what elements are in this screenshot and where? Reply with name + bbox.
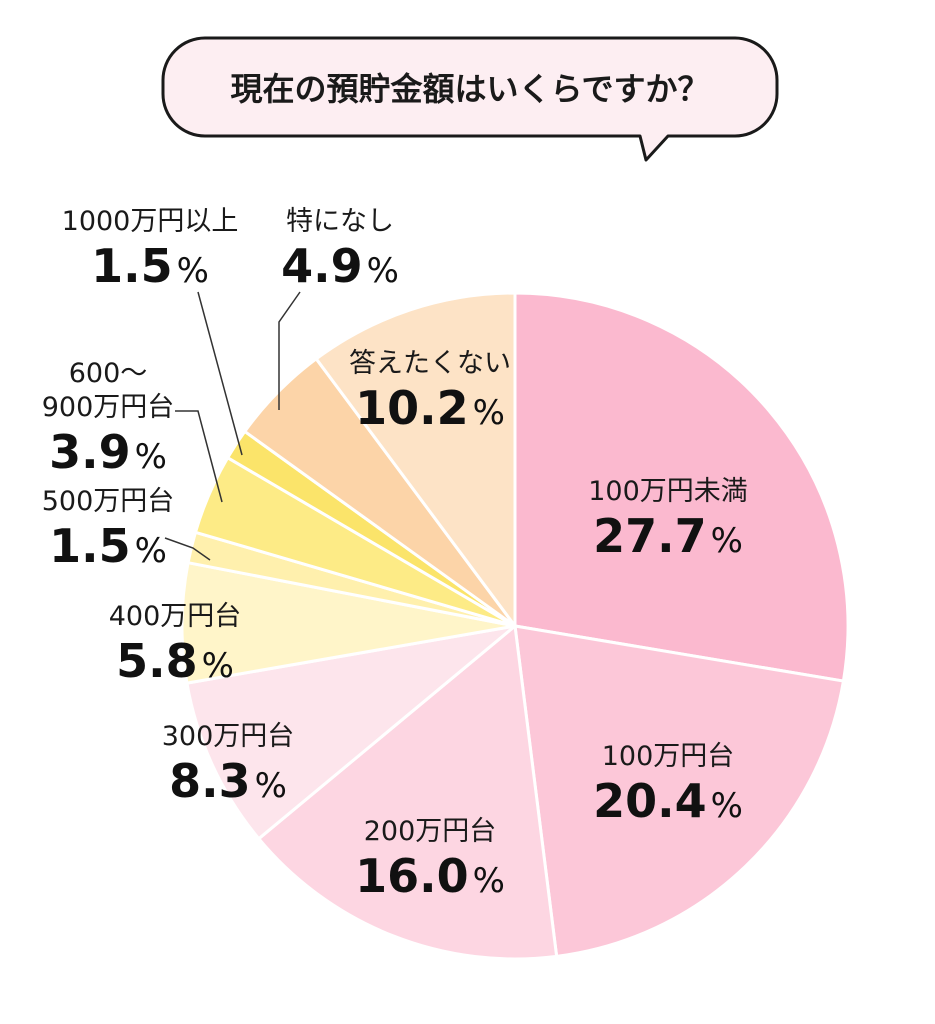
leader-lines <box>164 291 301 561</box>
pie-slice-4 <box>185 624 517 841</box>
slice-value-label: 3.9% <box>49 425 167 479</box>
slice-label-name: 600～ <box>69 358 148 389</box>
pie-slice-1 <box>513 291 850 683</box>
slice-label-name: 500万円台 <box>42 486 175 517</box>
slice-value-label: 27.7% <box>593 509 743 563</box>
pie-slice-2 <box>513 624 845 958</box>
slice-value-label: 8.3% <box>169 754 287 808</box>
slice-value-label: 10.2% <box>355 381 505 435</box>
slice-label-name: 200万円台 <box>364 816 497 847</box>
leader-line <box>175 410 223 503</box>
leader-line <box>278 291 301 410</box>
slice-label-name: 300万円台 <box>162 721 295 752</box>
chart-title: 現在の預貯金額はいくらですか？ <box>230 70 709 108</box>
slice-label-name: 900万円台 <box>42 392 175 423</box>
title-bubble-shape <box>161 36 779 162</box>
slice-value-label: 16.0% <box>355 849 505 903</box>
pie-slice-3 <box>257 624 559 961</box>
slice-label-name: 100万円台 <box>602 741 735 772</box>
slice-label-name: 答えたくない <box>349 348 511 379</box>
leader-line <box>197 291 243 456</box>
pie-slice-10 <box>314 291 517 628</box>
slice-label-name: 100万円未満 <box>588 476 748 507</box>
slice-value-label: 1.5% <box>49 519 167 573</box>
slice-label-name: 400万円台 <box>109 601 242 632</box>
slice-value-label: 20.4% <box>593 774 743 828</box>
slice-label-name: 1000万円以上 <box>62 206 239 237</box>
title-bubble: 現在の預貯金額はいくらですか？ <box>161 36 779 162</box>
pie-slices <box>180 291 850 961</box>
slice-value-label: 1.5% <box>91 239 209 293</box>
slice-value-label: 5.8% <box>116 634 234 688</box>
leader-line <box>164 537 211 561</box>
slice-value-label: 4.9% <box>281 239 399 293</box>
slice-label-name: 特になし <box>286 206 394 237</box>
